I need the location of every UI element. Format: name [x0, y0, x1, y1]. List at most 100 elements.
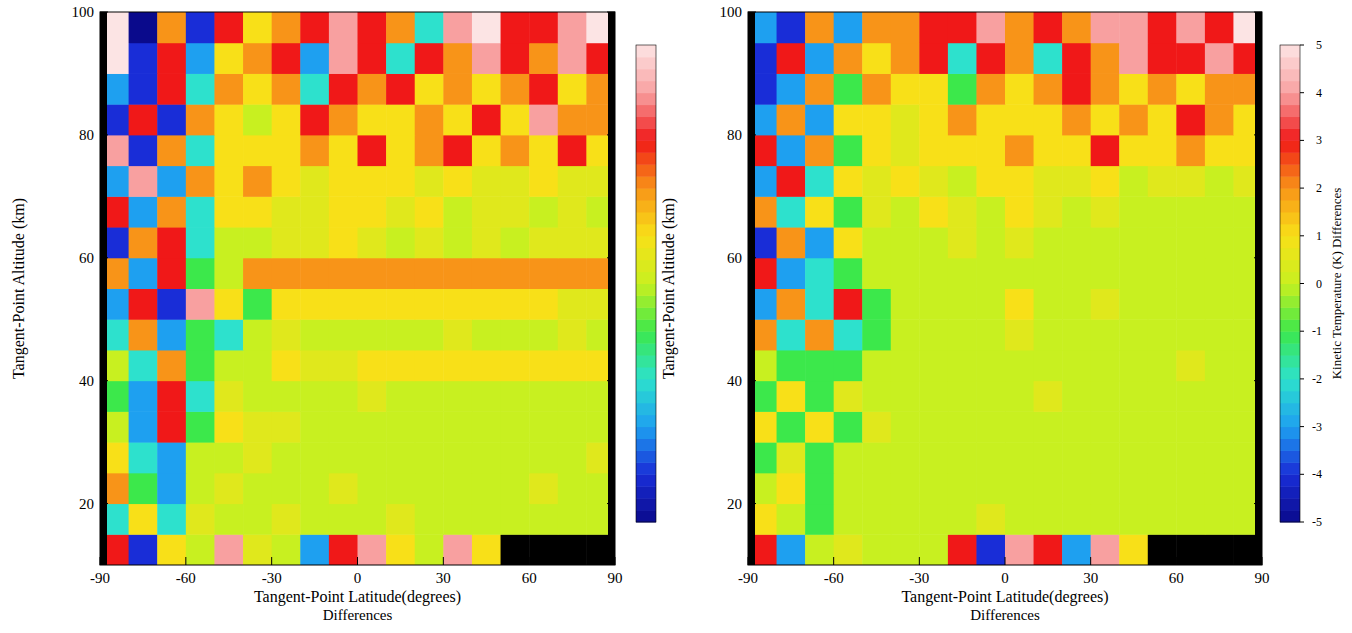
cell [443, 258, 472, 289]
cell [472, 227, 501, 258]
no-data [501, 534, 530, 565]
cell [501, 12, 530, 43]
cell [1176, 289, 1205, 320]
cell [1091, 504, 1120, 535]
cell [1034, 43, 1063, 74]
cell [1062, 135, 1091, 166]
cell [862, 350, 891, 381]
colorbar-step [636, 81, 656, 93]
cell [386, 12, 415, 43]
cell [300, 12, 329, 43]
x-tick-label: 90 [1255, 570, 1270, 586]
cell [358, 135, 387, 166]
cell [186, 258, 215, 289]
cell [1091, 534, 1120, 565]
colorbar-step [636, 284, 656, 296]
cell [862, 442, 891, 473]
x-tick [833, 557, 834, 565]
colorbar-step [1280, 45, 1300, 57]
cell [129, 258, 158, 289]
cell [443, 12, 472, 43]
cell [415, 104, 444, 135]
colorbar-step [1280, 188, 1300, 200]
cell [443, 504, 472, 535]
cell [1119, 73, 1148, 104]
cell [891, 258, 920, 289]
cell [415, 73, 444, 104]
cell [214, 196, 243, 227]
x-tick-label: 60 [522, 570, 537, 586]
cell [1062, 534, 1091, 565]
colorbar-tick-label: -4 [1312, 467, 1322, 481]
cell [472, 534, 501, 565]
cell [186, 473, 215, 504]
cell [1034, 442, 1063, 473]
cell [1034, 73, 1063, 104]
cell [1062, 196, 1091, 227]
cell [834, 135, 863, 166]
colorbar-tick [1300, 235, 1304, 236]
cell [1091, 411, 1120, 442]
cell [976, 166, 1005, 197]
cell [891, 473, 920, 504]
colorbar-step [636, 367, 656, 379]
cell [919, 289, 948, 320]
cell [1005, 473, 1034, 504]
colorbar-frame [636, 45, 656, 522]
cell [300, 227, 329, 258]
y-tick-label: 20 [79, 496, 94, 512]
cell [891, 12, 920, 43]
cell [529, 442, 558, 473]
cell [1062, 442, 1091, 473]
x-tick [357, 557, 358, 565]
cell [976, 43, 1005, 74]
cell [358, 350, 387, 381]
y-tick [607, 257, 615, 258]
cell [443, 350, 472, 381]
cell [891, 289, 920, 320]
cell [186, 350, 215, 381]
colorbar-tick [1300, 426, 1304, 427]
colorbar-step [636, 498, 656, 510]
cell [243, 12, 272, 43]
cell [358, 73, 387, 104]
cell [129, 381, 158, 412]
x-tick-label: 0 [354, 570, 362, 586]
cell [386, 504, 415, 535]
cell [805, 258, 834, 289]
cell [501, 350, 530, 381]
cell [329, 227, 358, 258]
cell [805, 504, 834, 535]
cell [1148, 104, 1177, 135]
cell [243, 289, 272, 320]
colorbar-step [1280, 272, 1300, 284]
cell [300, 411, 329, 442]
colorbar-step [1280, 164, 1300, 176]
colorbar-tick [1300, 92, 1304, 93]
cell [948, 227, 977, 258]
no-data [1148, 534, 1177, 565]
cell [129, 12, 158, 43]
cell [329, 411, 358, 442]
cell [214, 12, 243, 43]
no-data [529, 534, 558, 565]
cell [1176, 319, 1205, 350]
y-tick [100, 380, 108, 381]
cell [1205, 258, 1234, 289]
cell [1091, 381, 1120, 412]
colorbar-tick-label: 5 [1316, 38, 1322, 52]
cell [805, 227, 834, 258]
cell [1205, 227, 1234, 258]
cell [948, 135, 977, 166]
cell [1119, 227, 1148, 258]
cell [1176, 442, 1205, 473]
y-tick-label: 80 [79, 127, 94, 143]
y-tick [1254, 380, 1262, 381]
cell [777, 319, 806, 350]
cell [891, 166, 920, 197]
cell [386, 135, 415, 166]
cell [386, 104, 415, 135]
cell [805, 473, 834, 504]
cell [243, 350, 272, 381]
cell [300, 473, 329, 504]
